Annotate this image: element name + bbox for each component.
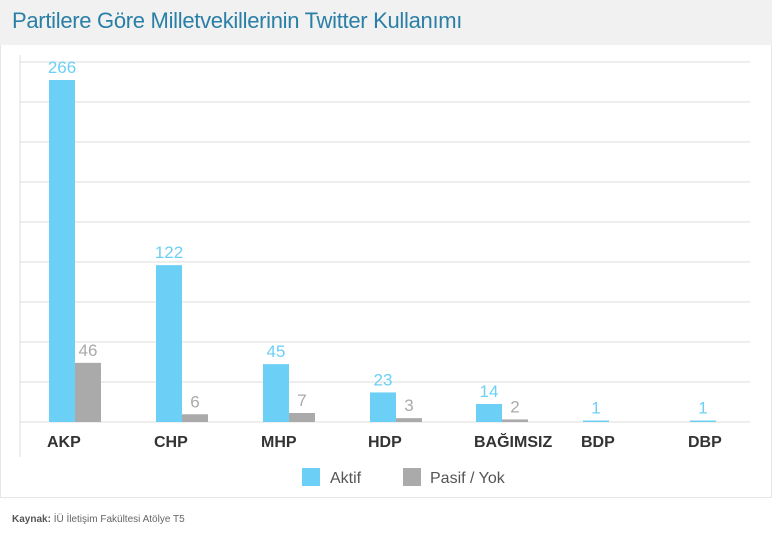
title-bar: Partilere Göre Milletvekillerinin Twitte… — [0, 0, 772, 45]
bar-aktif-bdp — [583, 420, 609, 422]
category-label-bağimsiz: BAĞIMSIZ — [474, 432, 552, 451]
data-label-pasif-hdp: 3 — [404, 396, 413, 415]
category-label-chp: CHP — [154, 434, 188, 451]
data-label-pasif-mhp: 7 — [297, 391, 306, 410]
legend-label-pasif: Pasif / Yok — [430, 470, 506, 487]
bar-pasif-chp — [182, 414, 208, 422]
data-label-pasif-bağimsiz: 2 — [510, 397, 519, 416]
bar-aktif-dbp — [690, 420, 716, 422]
bar-pasif-bağimsiz — [502, 419, 528, 422]
category-label-dbp: DBP — [688, 434, 722, 451]
legend-label-aktif: Aktif — [330, 470, 362, 487]
chart-title: Partilere Göre Milletvekillerinin Twitte… — [12, 8, 463, 33]
category-label-akp: AKP — [47, 434, 81, 451]
bar-pasif-akp — [75, 362, 101, 422]
bar-aktif-mhp — [263, 364, 289, 422]
bar-aktif-chp — [156, 265, 182, 422]
data-label-pasif-akp: 46 — [79, 341, 98, 360]
source-note: Kaynak: İÜ İletişim Fakültesi Atölye T5 — [12, 514, 185, 525]
data-label-aktif-akp: 266 — [48, 58, 76, 77]
source-text: İÜ İletişim Fakültesi Atölye T5 — [53, 514, 185, 525]
bar-chart: 266 46 AKP 122 6 CHP 45 7 MHP 23 3 HDP 14 2 BAĞIMSIZ 1 B… — [19, 55, 750, 487]
category-label-mhp: MHP — [261, 434, 297, 451]
source-label: Kaynak: — [12, 514, 51, 525]
data-label-pasif-chp: 6 — [190, 392, 199, 411]
legend-swatch-pasif — [403, 468, 421, 486]
data-label-aktif-hdp: 23 — [374, 370, 393, 389]
category-label-bdp: BDP — [581, 434, 615, 451]
bar-aktif-akp — [49, 80, 75, 422]
data-label-aktif-chp: 122 — [155, 243, 183, 262]
bar-aktif-hdp — [370, 392, 396, 422]
bar-aktif-bağimsiz — [476, 404, 502, 422]
data-label-aktif-dbp: 1 — [698, 399, 707, 418]
bar-pasif-hdp — [396, 418, 422, 422]
legend-swatch-aktif — [302, 468, 320, 486]
bar-pasif-mhp — [289, 413, 315, 422]
data-label-aktif-bağimsiz: 14 — [480, 382, 499, 401]
data-label-aktif-mhp: 45 — [267, 342, 286, 361]
category-label-hdp: HDP — [368, 434, 402, 451]
data-label-aktif-bdp: 1 — [591, 399, 600, 418]
